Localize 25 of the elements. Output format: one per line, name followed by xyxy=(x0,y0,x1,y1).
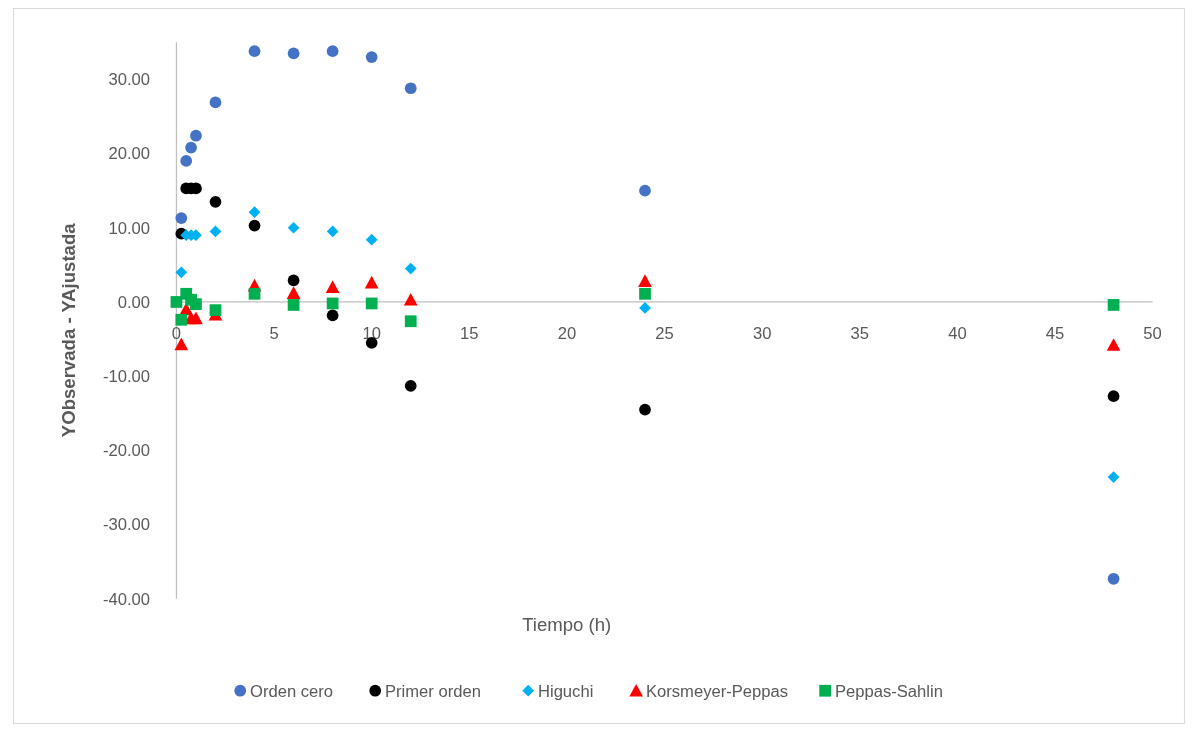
legend-label: Higuchi xyxy=(537,681,594,701)
x-axis-title: Tiempo (h) xyxy=(522,614,612,636)
x-tick-label: 15 xyxy=(460,324,479,344)
y-tick-label: 10.00 xyxy=(108,218,151,238)
legend-label: Peppas-Sahlin xyxy=(834,681,943,701)
x-tick-label: 25 xyxy=(655,324,674,344)
x-tick-label: 0 xyxy=(171,324,182,344)
y-tick-label: 0.00 xyxy=(117,292,151,312)
y-tick-label: -20.00 xyxy=(102,441,151,461)
legend-label: Korsmeyer-Peppas xyxy=(645,681,789,701)
y-tick-label: -30.00 xyxy=(102,515,151,535)
y-tick-label: 30.00 xyxy=(108,70,151,90)
x-tick-label: 30 xyxy=(752,324,772,344)
legend-label: Primer orden xyxy=(384,681,481,701)
y-tick-label: -10.00 xyxy=(102,366,151,386)
y-tick-label: 20.00 xyxy=(108,144,151,164)
legend-label: Orden cero xyxy=(250,681,334,701)
x-tick-label: 20 xyxy=(557,324,577,344)
y-tick-label: -40.00 xyxy=(102,589,151,609)
x-tick-label: 40 xyxy=(948,324,967,344)
x-tick-label: 50 xyxy=(1143,324,1162,344)
y-axis-title: YObservada - YAjustada xyxy=(57,222,79,438)
x-tick-label: 35 xyxy=(850,324,870,344)
x-tick-label: 5 xyxy=(269,324,279,344)
x-tick-label: 45 xyxy=(1045,324,1065,344)
